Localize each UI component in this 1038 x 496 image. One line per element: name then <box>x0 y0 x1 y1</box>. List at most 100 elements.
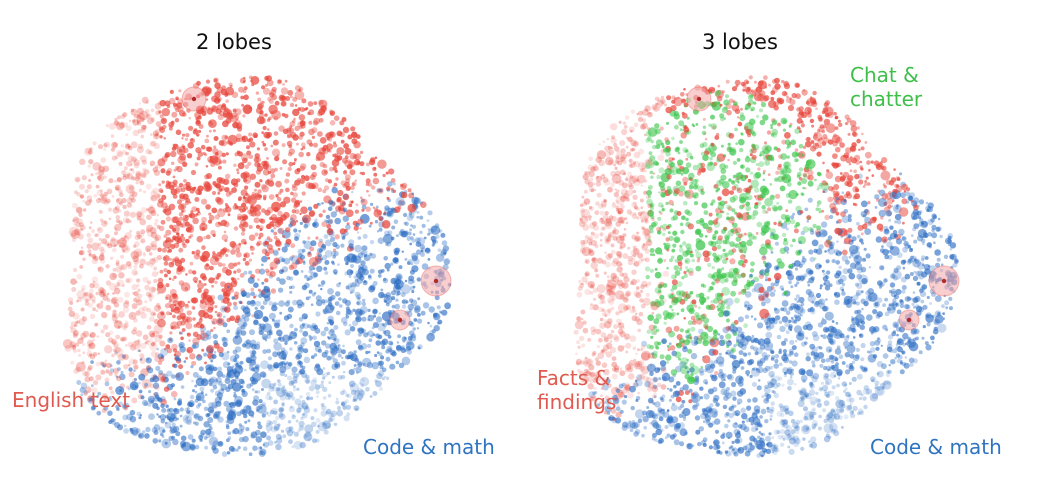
scatter-point <box>211 318 218 325</box>
scatter-point <box>130 108 135 113</box>
scatter-point <box>154 236 160 242</box>
scatter-point <box>636 374 643 381</box>
scatter-point <box>632 262 636 266</box>
scatter-point <box>348 275 352 278</box>
scatter-point <box>390 262 394 266</box>
scatter-point <box>653 395 657 399</box>
scatter-point <box>584 356 588 360</box>
scatter-point <box>645 284 649 288</box>
scatter-point <box>186 310 192 316</box>
scatter-point <box>258 268 266 275</box>
scatter-point <box>198 318 203 323</box>
scatter-point <box>87 365 93 370</box>
scatter-point <box>361 301 366 307</box>
scatter-point <box>180 385 185 389</box>
scatter-point <box>240 238 247 245</box>
scatter-point <box>107 410 113 416</box>
scatter-point <box>674 275 677 279</box>
scatter-point <box>83 208 87 212</box>
scatter-point <box>126 143 131 148</box>
scatter-point <box>594 357 599 362</box>
scatter-point <box>632 201 637 206</box>
scatter-point <box>738 350 744 356</box>
scatter-point <box>638 311 644 317</box>
scatter-point <box>582 327 589 334</box>
scatter-point <box>238 378 245 384</box>
scatter-point <box>725 431 733 439</box>
scatter-point <box>640 289 644 293</box>
scatter-point <box>902 221 905 225</box>
scatter-point <box>195 249 201 255</box>
scatter-point <box>131 429 139 437</box>
scatter-point <box>87 354 92 358</box>
scatter-point <box>114 206 118 210</box>
scatter-point <box>615 406 621 412</box>
scatter-point <box>649 203 654 208</box>
scatter-point <box>324 271 329 275</box>
scatter-point <box>100 157 107 163</box>
scatter-point <box>134 296 141 303</box>
scatter-point <box>350 384 354 388</box>
scatter-point <box>117 367 121 371</box>
scatter-point <box>153 133 161 140</box>
scatter-point <box>203 406 209 411</box>
scatter-point <box>261 333 268 340</box>
scatter-point <box>674 351 682 359</box>
scatter-point <box>192 337 200 345</box>
scatter-point <box>781 139 787 145</box>
scatter-point <box>71 345 77 350</box>
scatter-point <box>302 146 306 150</box>
scatter-point <box>411 255 418 262</box>
scatter-point <box>844 369 851 375</box>
scatter-point <box>691 123 695 127</box>
scatter-point <box>241 161 244 165</box>
scatter-point <box>576 316 582 322</box>
scatter-point <box>839 142 845 148</box>
scatter-point <box>882 183 886 187</box>
scatter-point <box>247 195 257 206</box>
scatter-point <box>247 276 255 284</box>
scatter-point <box>628 158 633 163</box>
scatter-point <box>386 186 391 191</box>
scatter-point <box>89 288 94 294</box>
scatter-point <box>753 337 759 344</box>
scatter-point <box>349 152 357 160</box>
scatter-point <box>241 202 247 208</box>
scatter-point <box>336 409 343 417</box>
scatter-point <box>198 434 204 440</box>
scatter-point <box>825 238 831 244</box>
scatter-point <box>313 142 318 148</box>
scatter-point <box>607 383 612 388</box>
scatter-point <box>100 329 105 334</box>
scatter-point <box>204 445 209 450</box>
scatter-point <box>217 262 223 267</box>
scatter-point <box>147 402 152 407</box>
scatter-point <box>215 150 224 158</box>
scatter-point <box>99 361 104 366</box>
scatter-point <box>671 157 675 161</box>
scatter-point <box>154 193 160 199</box>
scatter-point <box>97 352 100 355</box>
scatter-point <box>861 278 868 285</box>
scatter-point <box>167 246 170 250</box>
scatter-point <box>122 354 129 360</box>
scatter-point <box>862 388 870 395</box>
scatter-point <box>88 253 92 256</box>
scatter-point <box>720 174 727 181</box>
scatter-point <box>361 264 368 272</box>
scatter-point <box>236 178 241 183</box>
scatter-point <box>277 379 281 383</box>
scatter-point <box>141 159 147 165</box>
scatter-point <box>264 249 268 253</box>
scatter-point <box>272 386 278 392</box>
scatter-point <box>140 312 147 319</box>
scatter-point <box>298 317 304 322</box>
scatter-point <box>321 373 325 376</box>
scatter-point <box>136 230 141 235</box>
scatter-point <box>865 388 872 395</box>
scatter-point <box>216 197 224 205</box>
scatter-point <box>794 425 800 432</box>
scatter-point <box>206 134 209 138</box>
scatter-point <box>78 233 84 240</box>
scatter-point <box>186 153 193 159</box>
